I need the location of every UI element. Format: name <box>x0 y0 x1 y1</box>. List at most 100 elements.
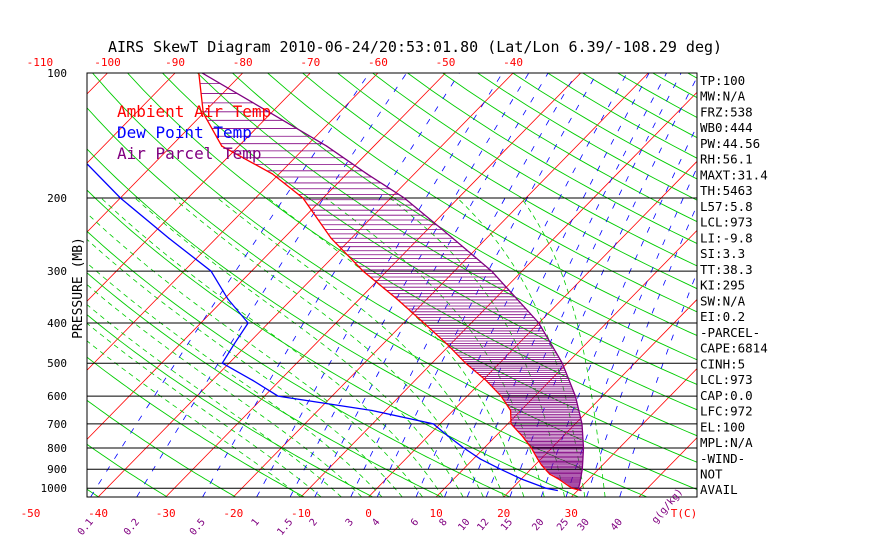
dry-adiabat-line <box>372 73 697 267</box>
parcel-profile-point <box>538 322 540 324</box>
index-panel-item: SI:3.3 <box>700 246 745 261</box>
isotherm-line <box>0 73 40 497</box>
isotherm-line <box>87 73 108 95</box>
legend-parcel-temp: Air Parcel Temp <box>117 144 262 163</box>
isotherm-line <box>97 73 514 497</box>
dry-adiabat-line <box>87 272 442 497</box>
dry-adiabat-line <box>477 73 697 201</box>
temperature-profile-point <box>362 270 364 272</box>
temperature-profile-point <box>271 173 273 175</box>
mixing-ratio-tick-label: 3 <box>344 517 356 529</box>
temperature-profile-point <box>510 423 512 425</box>
dewpoint-profile-point <box>69 146 70 147</box>
bottom-temp-tick-label: -30 <box>156 507 176 520</box>
top-temp-tick-label: -40 <box>503 56 523 69</box>
temperature-profile-point <box>485 379 487 382</box>
dry-adiabat-line <box>337 73 697 290</box>
dry-adiabat-line <box>87 107 697 490</box>
mixing-ratio-line <box>619 271 697 497</box>
index-panel-item: MAXT:31.4 <box>700 167 768 182</box>
index-panel-item: KI:295 <box>700 278 745 293</box>
mixing-ratio-line <box>256 73 503 497</box>
temperature-profile-point <box>302 197 304 199</box>
moist-adiabat-line <box>217 197 505 497</box>
mixing-ratio-tick-label: 6 <box>409 517 421 529</box>
temperature-profile-point <box>396 298 398 300</box>
dewpoint-profile-point <box>432 423 434 425</box>
parcel-profile-point <box>581 468 583 470</box>
mixing-ratio-tick-label: 40 <box>609 517 625 533</box>
temperature-profile-point <box>557 478 560 480</box>
dewpoint-profile-point <box>233 343 235 345</box>
dewpoint-profile-point <box>33 72 34 73</box>
top-temp-tick-label: -60 <box>368 56 388 69</box>
index-panel-item: FRZ:538 <box>700 104 753 119</box>
chart-title: AIRS SkewT Diagram 2010-06-24/20:53:01.8… <box>108 38 722 56</box>
isotherm-line <box>503 298 697 497</box>
bottom-temp-tick-label: -50 <box>21 507 41 520</box>
pressure-tick-label: 200 <box>47 192 67 205</box>
dewpoint-profile-point <box>545 487 547 489</box>
dewpoint-profile-point <box>277 395 279 397</box>
dry-adiabat-line <box>87 314 374 497</box>
index-panel-item: PW:44.56 <box>700 136 760 151</box>
mixing-ratio-tick-label: 0.5 <box>188 517 208 538</box>
top-temp-tick-label: -90 <box>165 56 185 69</box>
moist-adiabat-line <box>457 197 586 497</box>
parcel-profile-point <box>452 237 454 239</box>
mixing-ratio-line <box>136 73 407 497</box>
parcel-profile-point <box>581 423 583 425</box>
index-panel-item: SW:N/A <box>700 293 746 308</box>
index-panel-item: AVAIL <box>700 482 738 497</box>
isotherm-line <box>87 73 243 233</box>
parcel-profile-point <box>561 362 563 364</box>
bottom-temp-tick-label: 0 <box>365 507 372 520</box>
index-panel-item: TP:100 <box>700 73 745 88</box>
parcel-profile-point <box>579 482 581 484</box>
index-panel-item: LI:-9.8 <box>700 230 753 245</box>
temperature-profile-point <box>537 458 539 460</box>
dewpoint-profile <box>87 162 558 492</box>
moist-adiabat-line <box>87 340 302 497</box>
dry-adiabat-line <box>828 73 870 497</box>
index-panel-item: CAPE:6814 <box>700 341 768 356</box>
moist-adiabat-line <box>87 304 342 497</box>
mixing-ratio-line <box>586 204 697 497</box>
mixing-ratio-line <box>466 73 667 497</box>
dewpoint-profile-point <box>447 435 449 437</box>
dry-adiabat-line <box>87 443 168 497</box>
parcel-profile <box>201 73 585 491</box>
bottom-temp-tick-label: -20 <box>223 507 243 520</box>
isotherm-line <box>571 368 697 497</box>
mixing-ratio-tick-label: 12 <box>475 517 491 533</box>
isotherm-line <box>165 73 581 497</box>
index-panel-item: LFC:972 <box>700 404 753 419</box>
dry-adiabat-line <box>87 399 236 497</box>
temp-unit-label: T(C) <box>671 507 698 520</box>
mixing-ratio-tick-label: 2 <box>308 517 320 529</box>
dewpoint-profile-point <box>221 362 223 364</box>
dewpoint-profile-point <box>499 468 502 470</box>
pressure-tick-label: 100 <box>47 67 67 80</box>
top-temp-tick-label: -80 <box>233 56 253 69</box>
parcel-profile-point <box>490 270 493 272</box>
bottom-temp-tick-label: -40 <box>88 507 108 520</box>
mixing-ratio-line <box>289 73 530 497</box>
pressure-tick-label: 700 <box>47 418 67 431</box>
dewpoint-profile-point <box>463 447 465 449</box>
temperature-profile-point <box>549 473 551 475</box>
pressure-tick-label: 400 <box>47 317 67 330</box>
parcel-profile-point <box>326 145 328 147</box>
bottom-temp-tick-label: 30 <box>565 507 578 520</box>
dry-adiabat-line <box>407 73 697 245</box>
mixing-ratio-tick-label: 30 <box>576 517 592 533</box>
mixing-ratio-line <box>350 73 577 497</box>
mixing-ratio-tick-label: 0.2 <box>122 517 142 538</box>
parcel-profile-point <box>366 173 368 175</box>
cape-hatch <box>198 73 584 489</box>
isotherm-line <box>87 73 176 164</box>
dewpoint-profile-point <box>168 237 170 239</box>
parcel-profile-point <box>574 395 577 397</box>
index-panel-item: LCL:973 <box>700 215 753 230</box>
